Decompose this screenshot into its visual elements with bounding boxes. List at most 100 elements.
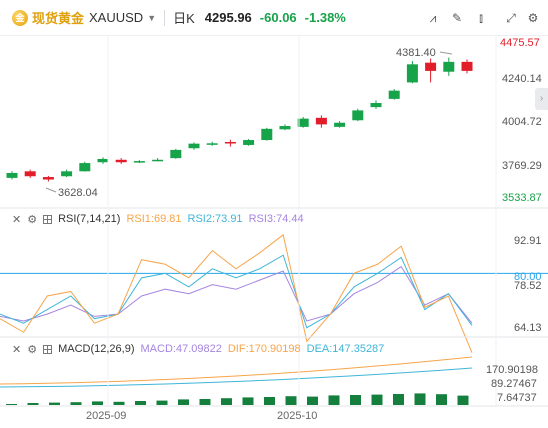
macd-axis-label: 7.64737 xyxy=(497,392,537,404)
candle-body xyxy=(188,143,200,149)
close-icon[interactable]: ✕ xyxy=(12,343,22,356)
macd-histogram-bar xyxy=(414,393,426,405)
candle-body xyxy=(24,171,36,177)
price-change-pct: -1.38% xyxy=(304,10,346,25)
macd-histogram-bar xyxy=(199,399,211,405)
candle-body xyxy=(170,149,182,159)
price-axis-label-top: 4475.57 xyxy=(500,37,540,49)
high-price-marker: 4381.40 xyxy=(396,47,436,59)
rsi2-value: RSI2:73.91 xyxy=(187,213,243,225)
rsi-indicator-name: RSI(7,14,21) xyxy=(58,213,121,225)
expand-icon[interactable] xyxy=(43,344,53,354)
candle-body xyxy=(206,143,218,145)
macd-histogram-bar xyxy=(350,395,361,405)
price-axis-label: 4240.14 xyxy=(502,73,542,85)
rsi3-value: RSI3:74.44 xyxy=(248,213,304,225)
candle-body xyxy=(115,159,127,163)
macd-histogram-bar xyxy=(70,402,82,405)
macd-histogram-bar xyxy=(436,394,447,405)
candle-body xyxy=(279,126,291,130)
candle-body xyxy=(61,171,73,177)
price-axis-label-bottom: 3533.87 xyxy=(502,192,542,204)
price-axis-label: 4004.72 xyxy=(502,116,542,128)
date-axis-label: 2025-09 xyxy=(86,410,127,422)
rsi-panel xyxy=(0,233,548,353)
macd-histogram-bar xyxy=(6,404,17,405)
symbol-selector[interactable]: XAUUSD xyxy=(89,10,144,25)
expand-icon[interactable]: ⤢ xyxy=(506,11,516,25)
close-icon[interactable]: ✕ xyxy=(12,213,22,226)
gear-icon[interactable]: ⚙ xyxy=(27,213,38,226)
expand-icon[interactable] xyxy=(43,214,53,224)
candle-body xyxy=(461,61,473,71)
chevron-down-icon[interactable]: ▼ xyxy=(147,12,157,23)
macd-histogram-bar xyxy=(371,394,383,405)
candle-body xyxy=(388,90,400,99)
settings-gear-icon[interactable]: ⚙ xyxy=(527,11,539,25)
macd-histogram-bar xyxy=(113,401,125,405)
macd-histogram-bar xyxy=(242,397,254,405)
candle-body xyxy=(315,117,327,125)
rsi-axis-label: 78.52 xyxy=(514,280,542,292)
candlestick-panel xyxy=(6,51,473,193)
macd-histogram-bar xyxy=(328,395,340,405)
macd-axis-label: 89.27467 xyxy=(491,378,537,390)
macd-histogram-bar xyxy=(307,396,318,405)
candle-body xyxy=(79,163,91,172)
low-price-marker: 3628.04 xyxy=(58,187,98,199)
dea-line xyxy=(0,367,473,388)
macd-indicator-name: MACD(12,26,9) xyxy=(58,343,135,355)
macd-histogram-bar xyxy=(135,401,146,405)
gold-coin-icon: 金 xyxy=(12,9,28,26)
scroll-right-button[interactable]: › xyxy=(535,88,548,110)
candle-type-icon[interactable]: ⫾ xyxy=(479,11,483,25)
candle-body xyxy=(297,118,309,127)
candle-body xyxy=(42,177,54,180)
macd-histogram-bar xyxy=(49,402,60,405)
macd-axis-label: 170.90198 xyxy=(486,364,538,376)
candle-body xyxy=(152,159,164,162)
candle-body xyxy=(370,102,382,108)
price-axes xyxy=(0,36,548,407)
low-marker-line xyxy=(45,187,57,193)
dif-value: DIF:170.90198 xyxy=(227,343,301,355)
dif-line xyxy=(0,356,473,385)
candle-body xyxy=(406,64,418,83)
rsi3-line xyxy=(0,265,473,324)
instrument-title: 现货黄金 xyxy=(32,11,85,26)
candle-body xyxy=(133,161,145,163)
macd-histogram-bar xyxy=(178,399,189,405)
period-selector[interactable]: 日K xyxy=(173,11,195,26)
chart-header: 金 现货黄金 XAUUSD ▼ 日K 4295.96 -60.06 -1.38% xyxy=(0,0,548,36)
gear-icon[interactable]: ⚙ xyxy=(27,343,38,356)
macd-value: MACD:47.09822 xyxy=(140,343,222,355)
macd-panel xyxy=(0,356,473,405)
macd-histogram-bar xyxy=(27,403,39,405)
draw-pencil-icon[interactable]: ✎ xyxy=(451,11,463,25)
high-marker-line xyxy=(439,51,453,55)
indicator-icon[interactable]: ⩘ xyxy=(429,11,437,25)
candle-body xyxy=(97,158,109,163)
macd-histogram-bar xyxy=(156,400,168,405)
rsi-legend: ✕ ⚙ RSI(7,14,21) RSI1:69.81 RSI2:73.91 R… xyxy=(12,211,304,227)
macd-histogram-bar xyxy=(285,396,297,405)
macd-histogram-bar xyxy=(264,397,275,405)
rsi1-value: RSI1:69.81 xyxy=(126,213,182,225)
macd-histogram-bar xyxy=(393,394,404,405)
dea-value: DEA:147.35287 xyxy=(306,343,385,355)
price-axis-label: 3769.29 xyxy=(502,160,542,172)
macd-histogram-bar xyxy=(92,401,103,405)
rsi2-line xyxy=(0,254,473,329)
candle-body xyxy=(6,172,18,178)
candle-body xyxy=(243,140,255,145)
macd-histogram-bar xyxy=(457,395,469,405)
price-change: -60.06 xyxy=(259,10,297,25)
rsi1-line xyxy=(0,233,473,353)
candle-body xyxy=(261,128,273,141)
rsi-axis-label-ref: 80.00 xyxy=(514,271,542,283)
candle-body xyxy=(334,122,346,127)
macd-legend: ✕ ⚙ MACD(12,26,9) MACD:47.09822 DIF:170.… xyxy=(12,341,384,357)
macd-histogram-bar xyxy=(221,398,232,405)
current-price: 4295.96 xyxy=(204,10,252,25)
